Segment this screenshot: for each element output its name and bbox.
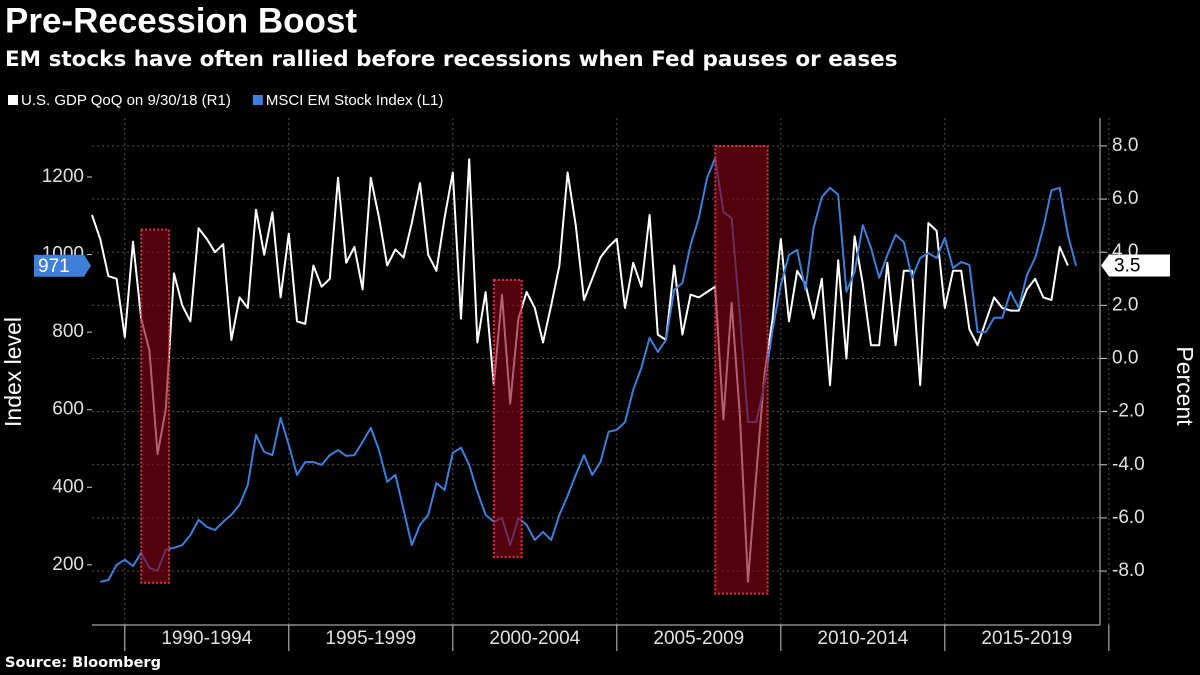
- x-tick-label: 1995-1999: [325, 628, 416, 649]
- x-tick-label: 2010-2014: [817, 628, 908, 649]
- source-note: Source: Bloomberg: [5, 655, 161, 671]
- y2-tick-label: -6.0: [1112, 507, 1145, 528]
- x-tick-label: 1990-1994: [161, 628, 252, 649]
- axes: -8.0-6.0-4.0-2.00.02.04.06.08.0200400600…: [34, 118, 1170, 651]
- y2-tick-label: -4.0: [1112, 454, 1145, 475]
- y2-tick-label: 0.0: [1112, 347, 1138, 368]
- y2-tick-label: 8.0: [1112, 135, 1138, 156]
- series-line: [99, 157, 1078, 583]
- value-label-box: [1101, 254, 1170, 277]
- y-tick-label: 600: [52, 399, 84, 420]
- legend-label: MSCI EM Stock Index (L1): [266, 92, 444, 109]
- value-label: 971: [38, 256, 70, 277]
- x-tick-label: 2015-2019: [981, 628, 1072, 649]
- legend-swatch: [8, 95, 18, 105]
- value-label: 3.5: [1114, 255, 1140, 276]
- plot-area: [91, 144, 1078, 595]
- y-tick-label: 400: [52, 476, 84, 497]
- chart-subtitle: EM stocks have often rallied before rece…: [5, 47, 898, 72]
- y2-tick-label: 6.0: [1112, 188, 1138, 209]
- y2-tick-label: -2.0: [1112, 401, 1145, 422]
- series-line: [91, 158, 1069, 583]
- y-axis-title: Index level: [0, 317, 26, 427]
- legend: U.S. GDP QoQ on 9/30/18 (R1) MSCI EM Stoc…: [8, 92, 443, 109]
- recession-band: [492, 279, 523, 559]
- legend-swatch: [252, 95, 263, 105]
- y-tick-label: 200: [52, 554, 84, 575]
- y-tick-label: 1200: [42, 166, 84, 187]
- grid: [92, 118, 1110, 625]
- x-tick-label: 2000-2004: [489, 628, 580, 649]
- value-label-box: [34, 254, 91, 277]
- recession-band: [714, 144, 769, 595]
- y2-tick-label: 2.0: [1112, 294, 1138, 315]
- chart-title: Pre-Recession Boost: [5, 1, 357, 40]
- x-tick-label: 2005-2009: [653, 628, 744, 649]
- recession-band: [140, 228, 171, 584]
- y-tick-label: 800: [52, 321, 84, 342]
- y2-tick-label: -8.0: [1112, 560, 1145, 581]
- y2-axis-title: Percent: [1172, 346, 1198, 426]
- legend-label: U.S. GDP QoQ on 9/30/18 (R1): [21, 92, 231, 109]
